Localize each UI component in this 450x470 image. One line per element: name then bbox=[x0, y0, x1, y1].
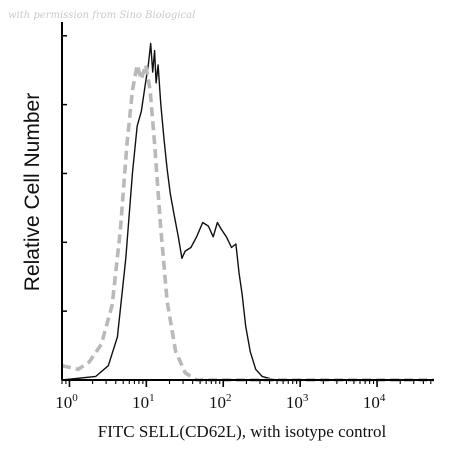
x-tick-label: 101 bbox=[132, 392, 155, 412]
tick-layer: 100 101 102 103 104 bbox=[55, 35, 432, 412]
isotype-control-curve bbox=[61, 64, 434, 382]
y-axis-label: Relative Cell Number bbox=[21, 93, 44, 291]
watermark-text: with permission from Sino Biological bbox=[8, 10, 195, 21]
axes-layer bbox=[61, 22, 434, 381]
series-layer bbox=[61, 42, 434, 382]
x-tick-label: 103 bbox=[286, 392, 309, 412]
x-tick-label: 104 bbox=[363, 392, 386, 412]
sell-cd62l-curve bbox=[61, 42, 434, 381]
x-tick-label: 102 bbox=[209, 392, 232, 412]
x-axis-label: FITC SELL(CD62L), with isotype control bbox=[98, 422, 387, 441]
x-tick-label: 100 bbox=[55, 392, 78, 412]
